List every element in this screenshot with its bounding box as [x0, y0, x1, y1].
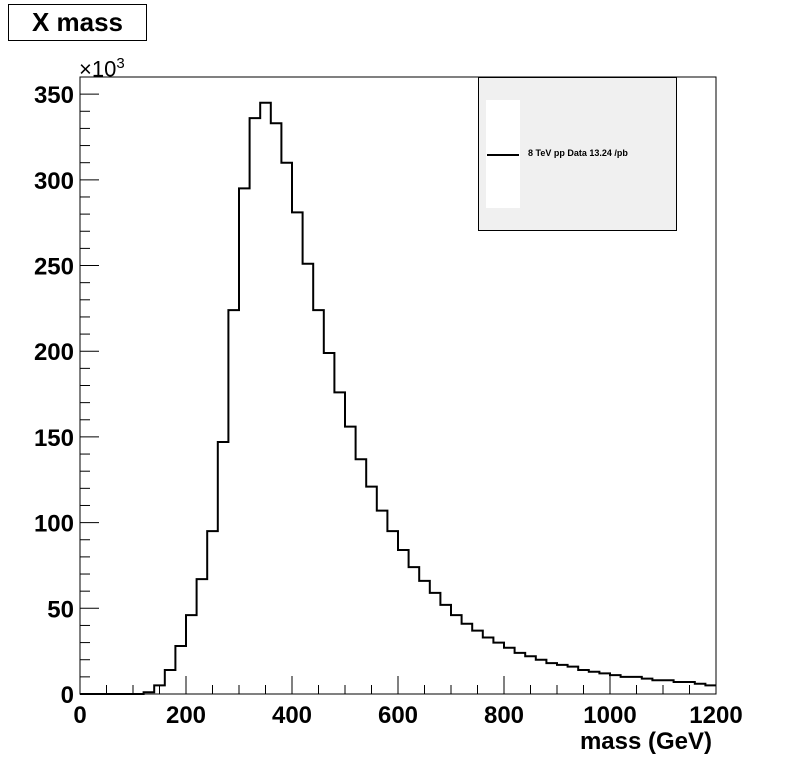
y-tick-label: 100: [34, 511, 74, 538]
x-tick-label: 0: [73, 702, 86, 729]
legend: 8 TeV pp Data 13.24 /pb: [478, 77, 677, 231]
y-tick-label: 250: [34, 254, 74, 281]
y-axis-multiplier-exponent: 3: [116, 55, 125, 72]
x-tick-label: 600: [378, 702, 418, 729]
y-tick-label: 350: [34, 82, 74, 109]
y-tick-label: 150: [34, 425, 74, 452]
x-tick-label: 800: [484, 702, 524, 729]
x-tick-label: 1000: [583, 702, 636, 729]
histogram-series-line: [80, 101, 716, 695]
y-tick-label: 50: [47, 596, 74, 623]
y-axis-multiplier: ×103: [79, 55, 125, 82]
y-tick-label: 200: [34, 339, 74, 366]
legend-line-icon: [487, 154, 519, 156]
x-tick-label: 400: [272, 702, 312, 729]
y-tick-label: 0: [61, 682, 74, 709]
y-axis-multiplier-base: ×10: [79, 56, 117, 82]
x-tick-label: 1200: [689, 702, 742, 729]
axes: 0 200 400 600 800 1000 1200 0 50 100 150 200 250 300 3…: [34, 76, 743, 729]
legend-label: 8 TeV pp Data 13.24 /pb: [528, 148, 628, 158]
chart-title: X mass: [8, 4, 147, 41]
x-axis-label: mass (GeV): [579, 728, 712, 755]
y-tick-label: 300: [34, 168, 74, 195]
x-tick-label: 200: [166, 702, 206, 729]
